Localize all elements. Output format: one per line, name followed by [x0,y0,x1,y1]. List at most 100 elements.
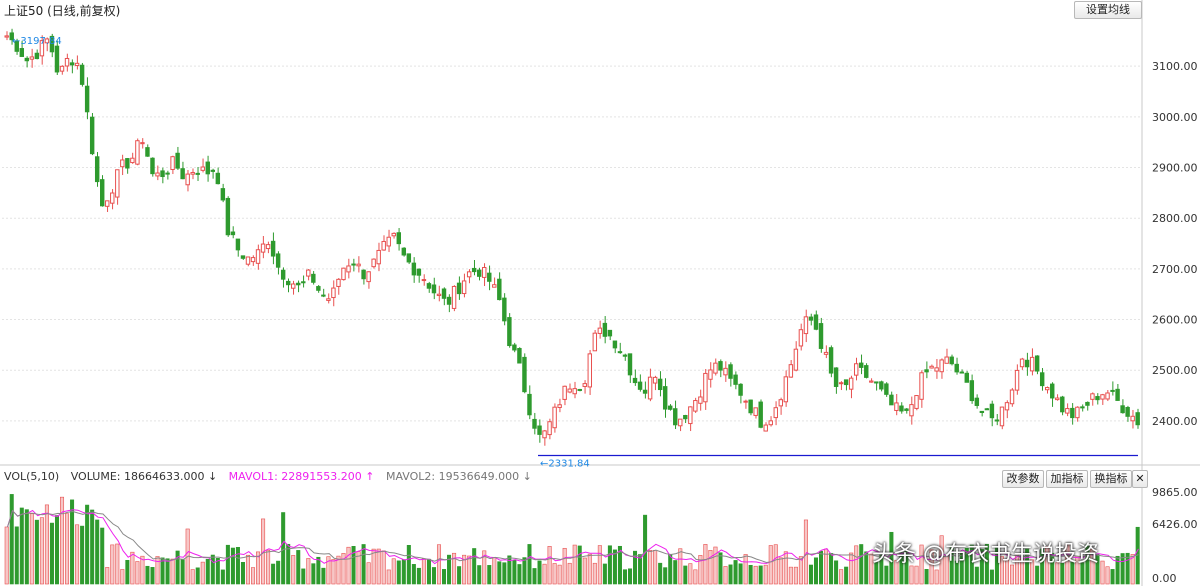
volume-bar [894,560,899,585]
volume-bar [286,543,291,585]
volume-bar [1040,548,1045,585]
volume-bar [738,563,743,585]
change-params-button[interactable]: 改参数 [1002,470,1044,488]
volume-bar [1070,561,1075,585]
candle-body [728,364,733,379]
high-annotation: ←3197.84 [12,36,62,47]
volume-bar [813,557,819,585]
volume-bar [175,550,180,585]
candle-body [240,255,246,259]
volume-bar [1115,555,1120,585]
candle-body [497,278,502,301]
volume-bar [542,563,547,585]
candle-body [351,263,356,266]
candle-body [180,168,185,180]
volume-bar [537,560,542,585]
candle-body [220,188,226,201]
volume-bar [271,563,276,585]
candle-body [673,408,678,426]
close-icon[interactable]: ✕ [1132,470,1148,488]
candle-body [466,271,472,278]
volume-bar [145,565,150,585]
volume-bar [492,557,497,585]
candle-body [904,408,909,411]
set-ma-button[interactable]: 设置均线 [1074,1,1142,19]
candle-body [703,372,708,403]
candle-body [326,298,331,301]
candle-body [446,296,452,305]
candle-body [949,356,954,365]
volume-bar [743,554,748,585]
candle-body [542,430,547,439]
volume-bar [949,545,954,585]
volume-bar [633,550,638,585]
volume-bar [180,559,185,585]
candle-body [24,57,30,62]
volume-bar [245,554,251,585]
volume-bar [849,552,854,585]
candle-body [773,407,778,419]
volume-bar [803,519,808,585]
volume-bar [195,567,200,585]
candle-body [959,371,964,374]
candle-body [914,395,919,409]
candle-body [451,285,457,309]
volume-bar [969,544,974,585]
candle-body [296,282,301,286]
candle-body [406,253,412,263]
add-indicator-button[interactable]: 加指标 [1046,470,1088,488]
volume-bar [462,554,467,585]
candle-body [150,157,155,175]
volume-bar [688,563,693,585]
candle-body [718,361,723,371]
volume-bar [381,550,386,585]
candle-body [647,376,653,400]
volume-bar [839,569,844,585]
candle-body [657,378,663,391]
volume-bar [889,531,894,585]
volume-bar [1004,558,1010,585]
volume-bar [643,514,648,585]
candle-body [471,267,477,273]
volume-bar [1100,560,1105,585]
volume-bar [316,556,321,585]
volume-bar [924,568,929,585]
volume-bar [205,558,210,585]
volume-value: VOLUME: 18664633.000 ↓ [70,470,218,483]
swap-indicator-button[interactable]: 换指标 [1090,470,1132,488]
volume-bar [24,509,29,585]
volume-bar [251,567,256,585]
candle-body [94,156,100,183]
candle-body [1080,406,1085,409]
volume-bar [577,545,582,585]
candle-body [250,257,256,263]
volume-bar [130,551,135,585]
volume-bar [763,564,768,585]
volume-bar [281,512,286,585]
candle-body [391,232,396,237]
candle-body [1125,406,1130,417]
candle-body [848,377,854,390]
candle-body [1090,393,1095,400]
volume-bar [391,558,396,585]
candle-body [612,340,618,349]
volume-bar [708,550,713,585]
volume-bar [452,552,457,585]
volume-bar [110,544,115,585]
volume-bar [351,546,356,585]
candle-body [4,35,9,38]
candle-body [808,316,814,321]
volume-bar [497,561,502,585]
candle-body [29,56,35,60]
candle-body [552,406,557,429]
candle-body [235,238,241,251]
candle-body [1009,389,1015,405]
volume-bar [140,555,145,585]
candle-body [1130,415,1135,422]
candle-body [426,283,432,289]
volume-bar [517,564,522,585]
candle-body [698,396,703,404]
candle-body [587,353,593,388]
volume-bar [467,555,472,585]
